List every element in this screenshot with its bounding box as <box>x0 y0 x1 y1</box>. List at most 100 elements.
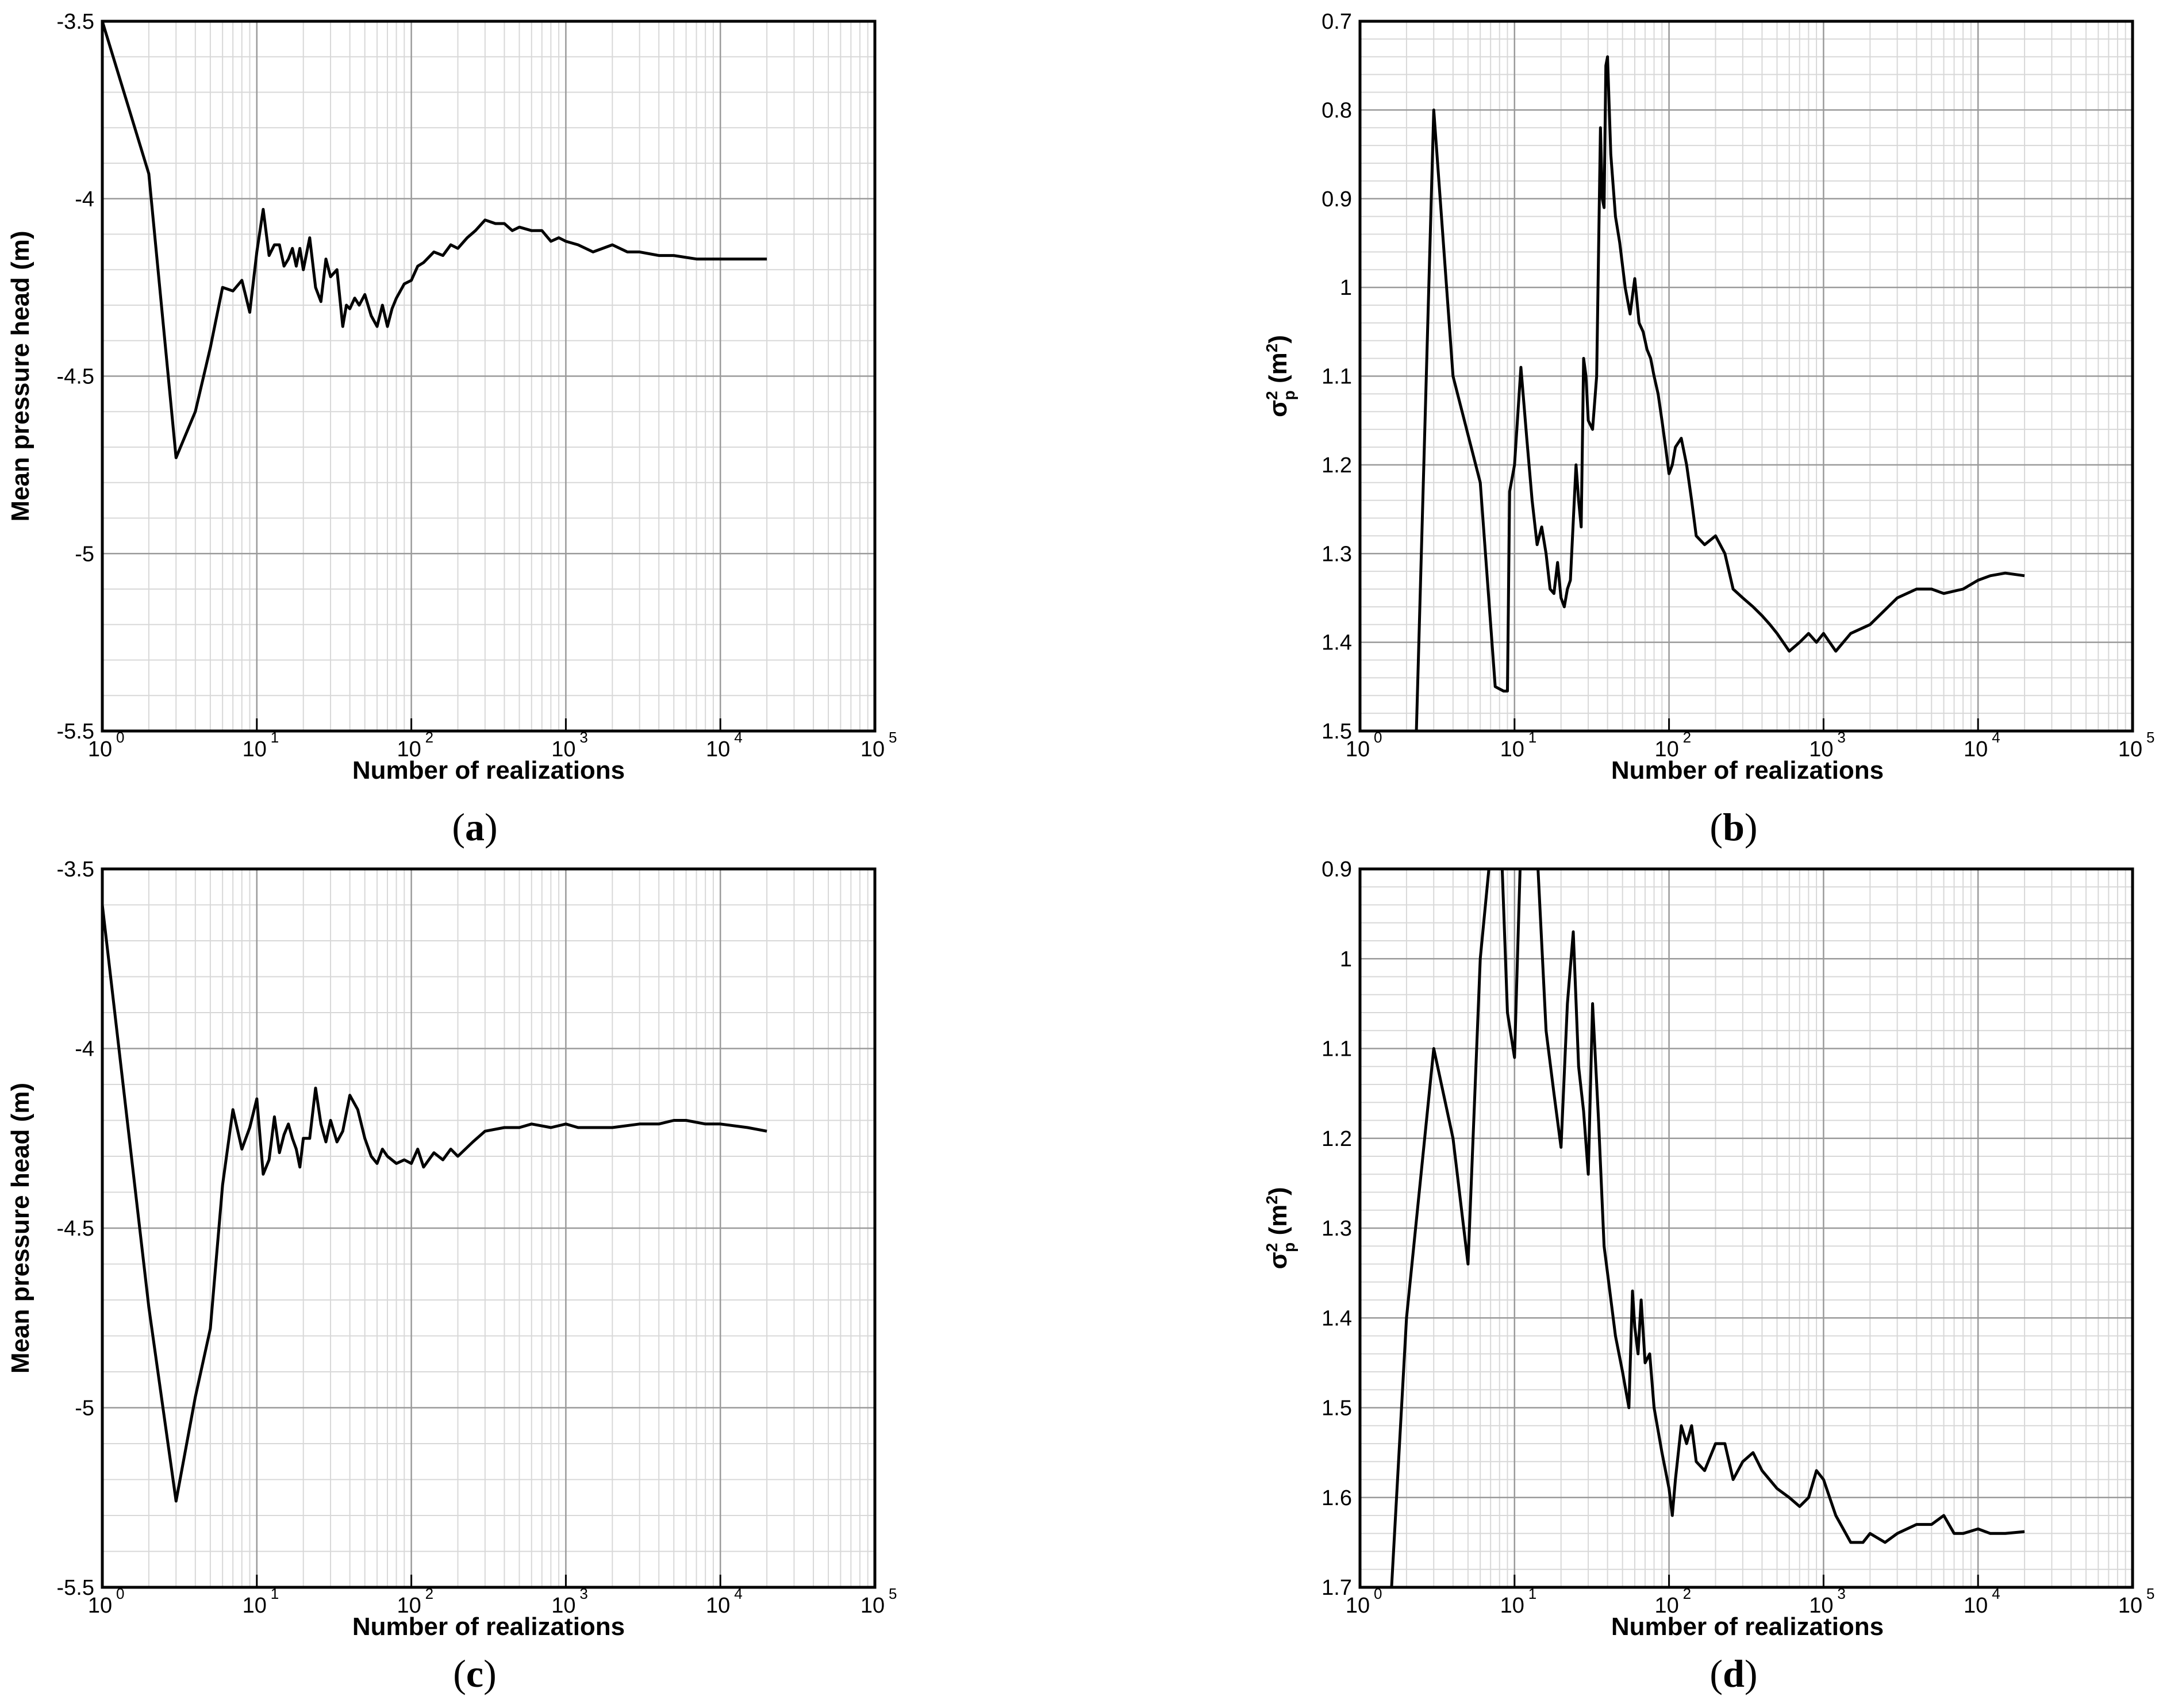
y-tick-label: 0.9 <box>1321 187 1352 211</box>
y-axis-label-part: ) <box>1264 335 1292 344</box>
x-tick-exponent: 0 <box>116 1585 124 1602</box>
x-tick-exponent: 0 <box>1374 729 1382 746</box>
grid <box>1360 21 2133 731</box>
y-axis-label-part: σ <box>1264 400 1292 417</box>
y-tick-label: -3.5 <box>57 857 94 882</box>
y-axis-label: σ2p (m2) <box>1263 335 1298 417</box>
y-axis-label: σ2p (m2) <box>1263 1187 1298 1269</box>
y-tick-label: 1.4 <box>1321 1306 1352 1330</box>
y-tick-label: 1.3 <box>1321 542 1352 566</box>
x-tick-exponent: 3 <box>1837 1585 1845 1602</box>
y-tick-label: 1.1 <box>1321 1037 1352 1061</box>
x-tick-label: 10 <box>551 1594 575 1618</box>
y-tick-label: 1.2 <box>1321 1127 1352 1151</box>
y-axis-label-part: 2 <box>1263 391 1281 400</box>
x-tick-label: 10 <box>1964 1594 1988 1618</box>
x-tick-label: 10 <box>397 737 421 761</box>
y-tick-label: 0.7 <box>1321 10 1352 34</box>
y-tick-label: 1 <box>1340 276 1352 300</box>
y-tick-label: -3.5 <box>57 10 94 34</box>
x-tick-label: 10 <box>1346 737 1370 761</box>
x-tick-exponent: 2 <box>1683 729 1691 746</box>
panel-label: (d) <box>1709 1652 1757 1695</box>
x-tick-label: 10 <box>860 1594 885 1618</box>
x-tick-exponent: 1 <box>1528 729 1536 746</box>
x-tick-label: 10 <box>2118 737 2142 761</box>
y-axis-label-part: 2 <box>1263 1243 1281 1252</box>
y-tick-label: 1 <box>1340 947 1352 971</box>
x-tick-label: 10 <box>243 1594 267 1618</box>
y-tick-label: 1.6 <box>1321 1486 1352 1510</box>
x-tick-label: 10 <box>551 737 575 761</box>
y-tick-label: -4 <box>75 187 94 211</box>
series-line <box>1415 55 2025 731</box>
y-tick-label: -4 <box>75 1037 94 1061</box>
chart-panel-a: -3.5-4-4.5-5-5.510 0 10 1 10 2 10 3 10 4 10 5Number… <box>6 10 897 849</box>
series-line <box>1390 869 2025 1587</box>
panel-label-part: ) <box>485 805 498 849</box>
plot-frame <box>1358 20 2134 733</box>
x-tick-label: 10 <box>2118 1594 2142 1618</box>
y-tick-label: -5.5 <box>57 1576 94 1600</box>
x-tick-label: 10 <box>397 1594 421 1618</box>
x-tick-exponent: 3 <box>579 729 587 746</box>
x-tick-label: 10 <box>243 737 267 761</box>
panel-label-part: d <box>1723 1652 1745 1695</box>
x-axis-label: Number of realizations <box>352 756 625 784</box>
x-tick-exponent: 0 <box>1374 1585 1382 1602</box>
y-axis-label-part: (m <box>1264 1205 1292 1242</box>
y-axis-label-part: (m <box>1264 352 1292 390</box>
x-tick-label: 10 <box>706 1594 730 1618</box>
x-tick-label: 10 <box>1964 737 1988 761</box>
x-tick-exponent: 5 <box>2146 1585 2154 1602</box>
y-axis-label: Mean pressure head (m) <box>6 230 34 521</box>
x-tick-exponent: 3 <box>1837 729 1845 746</box>
series-line <box>102 21 767 459</box>
panel-label-part: ( <box>1709 1652 1723 1695</box>
panel-label-part: ( <box>453 1652 466 1695</box>
grid <box>1360 869 2133 1587</box>
panel-label-part: c <box>466 1652 483 1695</box>
panel-label-part: ( <box>1709 805 1723 849</box>
y-axis-label-part: σ <box>1264 1252 1292 1269</box>
chart-panel-d: 0.911.11.21.31.41.51.61.710 0 10 1 10 2 10 3 10 4… <box>1263 857 2154 1695</box>
plot-frame <box>101 20 877 733</box>
x-axis-label: Number of realizations <box>1611 1613 1884 1641</box>
x-tick-exponent: 2 <box>1683 1585 1691 1602</box>
x-tick-exponent: 3 <box>579 1585 587 1602</box>
y-axis-label-part: 2 <box>1263 344 1281 353</box>
panel-label: (b) <box>1709 805 1757 849</box>
x-tick-label: 10 <box>706 737 730 761</box>
y-tick-label: 1.7 <box>1321 1576 1352 1600</box>
x-tick-exponent: 5 <box>889 1585 897 1602</box>
y-tick-label: -4.5 <box>57 1217 94 1241</box>
x-tick-exponent: 1 <box>1528 1585 1536 1602</box>
x-tick-label: 10 <box>1346 1594 1370 1618</box>
x-tick-exponent: 2 <box>425 1585 433 1602</box>
x-tick-label: 10 <box>88 1594 112 1618</box>
y-tick-label: 1.2 <box>1321 453 1352 478</box>
y-tick-label: -5 <box>75 1397 94 1421</box>
x-tick-exponent: 5 <box>2146 729 2154 746</box>
x-tick-exponent: 4 <box>734 1585 742 1602</box>
x-axis-label: Number of realizations <box>1611 756 1884 784</box>
panel-label: (a) <box>452 805 497 849</box>
x-axis-label: Number of realizations <box>352 1613 625 1641</box>
grid <box>102 869 875 1587</box>
plot-frame <box>1358 867 2134 1589</box>
x-tick-exponent: 1 <box>271 729 279 746</box>
x-tick-label: 10 <box>1500 737 1524 761</box>
y-tick-label: 1.5 <box>1321 720 1352 744</box>
x-tick-exponent: 1 <box>271 1585 279 1602</box>
panel-label-part: ) <box>1745 805 1758 849</box>
chart-panel-b: 0.70.80.911.11.21.31.41.510 0 10 1 10 2 10 3 10 4… <box>1263 10 2154 849</box>
panel-label-part: ( <box>452 805 465 849</box>
panel-label: (c) <box>453 1652 497 1695</box>
x-tick-exponent: 4 <box>734 729 742 746</box>
x-tick-exponent: 4 <box>1992 1585 2000 1602</box>
y-tick-label: -5.5 <box>57 720 94 744</box>
panel-label-part: a <box>465 805 485 849</box>
grid <box>102 21 875 731</box>
x-tick-label: 10 <box>1500 1594 1524 1618</box>
